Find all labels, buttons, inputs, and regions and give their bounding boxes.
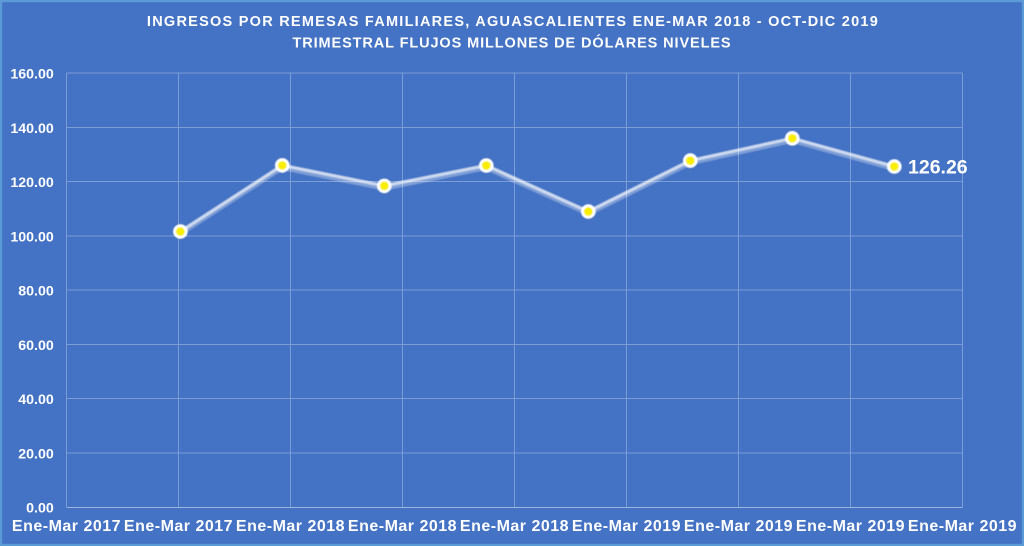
svg-text:Ene-Mar 2019: Ene-Mar 2019 — [796, 518, 905, 535]
svg-text:Ene-Mar 2019: Ene-Mar 2019 — [684, 518, 793, 535]
svg-text:40.00: 40.00 — [18, 392, 54, 408]
svg-text:Ene-Mar 2018: Ene-Mar 2018 — [460, 518, 569, 535]
svg-text:120.00: 120.00 — [10, 175, 54, 191]
svg-text:Ene-Mar 2019: Ene-Mar 2019 — [908, 518, 1017, 535]
svg-text:100.00: 100.00 — [10, 229, 54, 245]
svg-text:Ene-Mar 2019: Ene-Mar 2019 — [572, 518, 681, 535]
svg-text:80.00: 80.00 — [18, 284, 54, 300]
svg-text:Ene-Mar 2018: Ene-Mar 2018 — [348, 518, 457, 535]
svg-text:60.00: 60.00 — [18, 338, 54, 354]
svg-text:Ene-Mar 2017: Ene-Mar 2017 — [12, 518, 121, 535]
svg-text:140.00: 140.00 — [10, 121, 54, 137]
svg-text:Ene-Mar 2018: Ene-Mar 2018 — [236, 518, 345, 535]
svg-text:0.00: 0.00 — [26, 501, 54, 517]
svg-text:20.00: 20.00 — [18, 446, 54, 462]
svg-text:126.26: 126.26 — [908, 157, 968, 179]
svg-text:INGRESOS POR REMESAS FAMILIARE: INGRESOS POR REMESAS FAMILIARES, AGUASCA… — [147, 14, 879, 30]
svg-text:160.00: 160.00 — [10, 67, 54, 83]
svg-text:Ene-Mar 2017: Ene-Mar 2017 — [124, 518, 233, 535]
svg-text:TRIMESTRAL FLUJOS MILLONES DE: TRIMESTRAL FLUJOS MILLONES DE DÓLARES NI… — [292, 34, 731, 52]
